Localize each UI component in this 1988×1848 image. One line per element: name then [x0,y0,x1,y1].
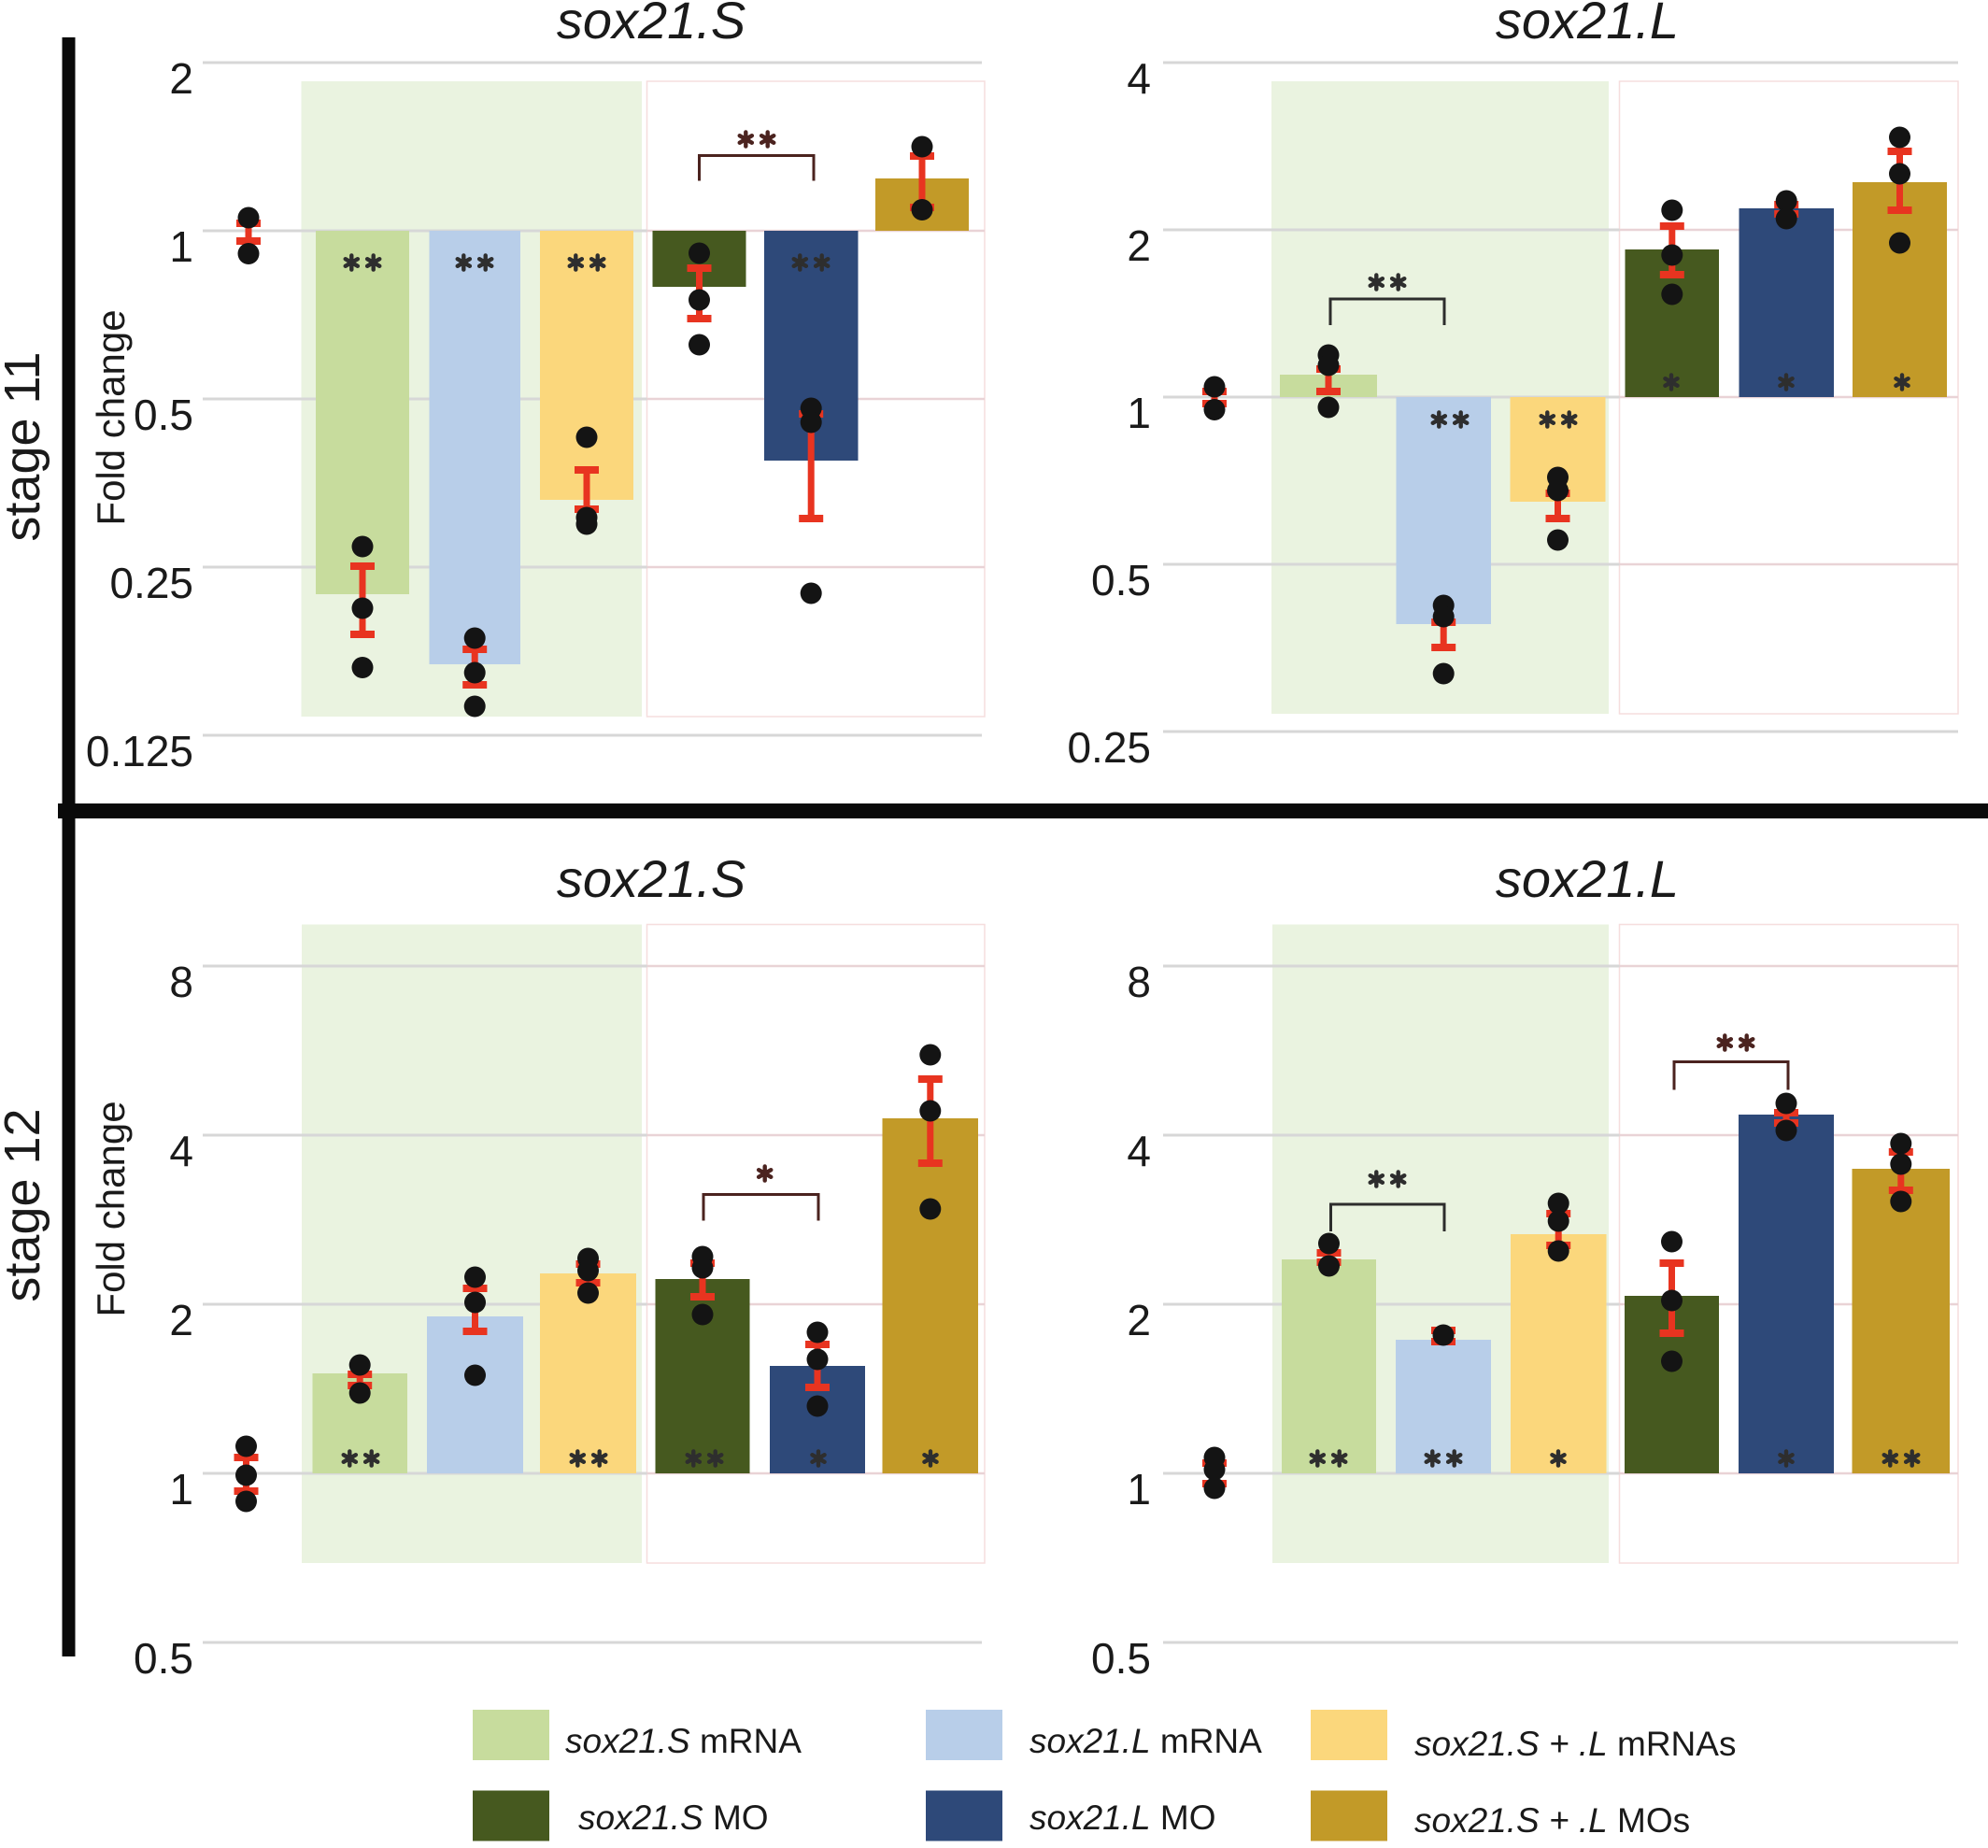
svg-text:4: 4 [1127,54,1151,103]
svg-text:4: 4 [169,1127,193,1175]
svg-text:1: 1 [1127,389,1151,437]
svg-text:sox21.S MO: sox21.S MO [578,1798,769,1837]
svg-text:stage 12: stage 12 [0,1108,50,1301]
svg-text:1: 1 [169,1465,193,1514]
svg-text:0.5: 0.5 [1091,1634,1151,1683]
svg-text:sox21.S + .L mRNAs: sox21.S + .L mRNAs [1414,1725,1736,1763]
svg-text:sox21.S: sox21.S [557,849,746,908]
svg-text:sox21.S: sox21.S [557,0,746,50]
svg-text:0.25: 0.25 [1067,723,1151,772]
svg-text:sox21.L mRNA: sox21.L mRNA [1030,1722,1262,1760]
svg-text:0.25: 0.25 [109,559,193,607]
svg-text:0.5: 0.5 [134,1634,193,1683]
svg-text:1: 1 [1127,1465,1151,1514]
svg-text:0.5: 0.5 [1091,556,1151,604]
svg-text:2: 2 [169,1296,193,1344]
svg-text:0.125: 0.125 [86,727,193,775]
svg-text:4: 4 [1127,1127,1151,1175]
svg-text:sox21.S mRNA: sox21.S mRNA [565,1722,802,1760]
svg-text:1: 1 [169,222,193,271]
svg-text:sox21.S + .L MOs: sox21.S + .L MOs [1414,1801,1690,1840]
svg-text:sox21.L MO: sox21.L MO [1030,1798,1215,1837]
svg-text:2: 2 [169,54,193,103]
svg-text:Fold change: Fold change [89,309,133,525]
svg-text:2: 2 [1127,221,1151,270]
svg-text:2: 2 [1127,1296,1151,1344]
svg-text:Fold change: Fold change [89,1101,133,1316]
svg-text:8: 8 [1127,958,1151,1006]
svg-text:stage 11: stage 11 [0,351,50,541]
svg-text:sox21.L: sox21.L [1496,0,1679,50]
svg-text:8: 8 [169,958,193,1006]
svg-text:sox21.L: sox21.L [1496,849,1679,908]
svg-text:0.5: 0.5 [134,391,193,439]
